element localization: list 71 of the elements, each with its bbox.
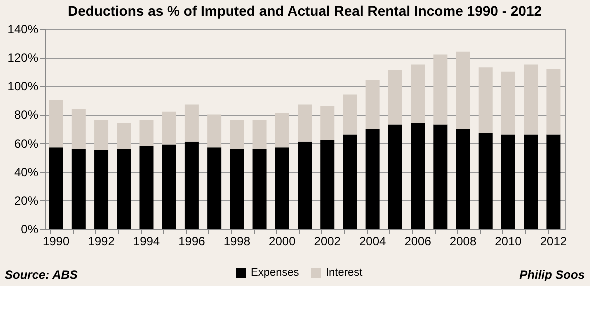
y-tick-label: 40% <box>14 165 39 180</box>
bar <box>343 94 358 135</box>
bar <box>208 114 222 148</box>
bar <box>366 129 380 229</box>
x-tick-label: 2006 <box>404 234 432 248</box>
bar <box>162 144 176 229</box>
bar <box>298 104 312 142</box>
bar <box>366 80 380 129</box>
bar <box>49 148 64 229</box>
bar <box>524 64 538 135</box>
bar <box>275 148 290 229</box>
x-tick-label: 1998 <box>224 234 251 248</box>
bar <box>546 69 561 135</box>
y-tick-label: 0% <box>21 222 39 236</box>
y-tick-label: 100% <box>8 80 39 94</box>
bar <box>49 100 64 148</box>
bar <box>411 64 426 124</box>
bar <box>72 109 86 149</box>
x-tick-label: 2008 <box>450 234 477 248</box>
y-tick-label: 80% <box>14 108 39 122</box>
bar <box>524 134 538 229</box>
bar <box>230 120 244 149</box>
y-tick-label: 120% <box>8 51 39 66</box>
y-tick-label: 60% <box>14 136 39 151</box>
x-tick-label: 2002 <box>314 234 342 248</box>
bar <box>184 104 199 142</box>
x-tick-label: 1996 <box>178 234 206 248</box>
bar <box>434 124 448 229</box>
y-tick-label: 140% <box>8 22 39 36</box>
bar <box>252 120 267 149</box>
bar <box>117 123 132 149</box>
bar <box>320 106 335 140</box>
bar <box>184 142 199 229</box>
bar <box>501 134 516 229</box>
bar <box>162 112 176 145</box>
x-tick-label: 2000 <box>269 234 296 248</box>
bar <box>546 134 561 229</box>
bar <box>478 133 493 229</box>
bar <box>456 129 470 229</box>
y-tick-label: 20% <box>14 194 39 208</box>
x-tick-label: 2004 <box>359 234 386 248</box>
legend-label: Expenses <box>251 267 300 279</box>
bar <box>140 120 154 146</box>
bar <box>388 124 402 229</box>
bar <box>343 134 358 229</box>
text: Philip Soos <box>520 268 586 282</box>
bar <box>456 52 470 129</box>
bar <box>117 149 132 229</box>
chart-title: Deductions as % of Imputed and Actual Real Rental Income 1990 - 2012 <box>68 3 542 19</box>
bar <box>478 68 493 134</box>
bar <box>252 149 267 229</box>
bar <box>320 140 335 229</box>
bar <box>275 113 290 148</box>
bar <box>230 149 244 229</box>
x-tick-label: 1990 <box>42 234 70 248</box>
bar <box>94 150 109 229</box>
x-tick-label: 1992 <box>88 234 116 248</box>
bar <box>501 72 516 135</box>
bar <box>72 149 86 229</box>
bar <box>411 123 426 229</box>
bar <box>94 120 109 150</box>
bar <box>208 148 222 229</box>
x-tick-label: 2010 <box>495 234 522 248</box>
bar <box>388 70 402 125</box>
x-tick-label: 2012 <box>540 234 568 248</box>
legend-label: Interest <box>326 267 363 279</box>
bar <box>140 146 154 229</box>
source-note: Source: ABS <box>5 268 78 282</box>
bar <box>298 142 312 229</box>
bar <box>434 54 448 125</box>
x-tick-label: 1994 <box>133 234 160 248</box>
